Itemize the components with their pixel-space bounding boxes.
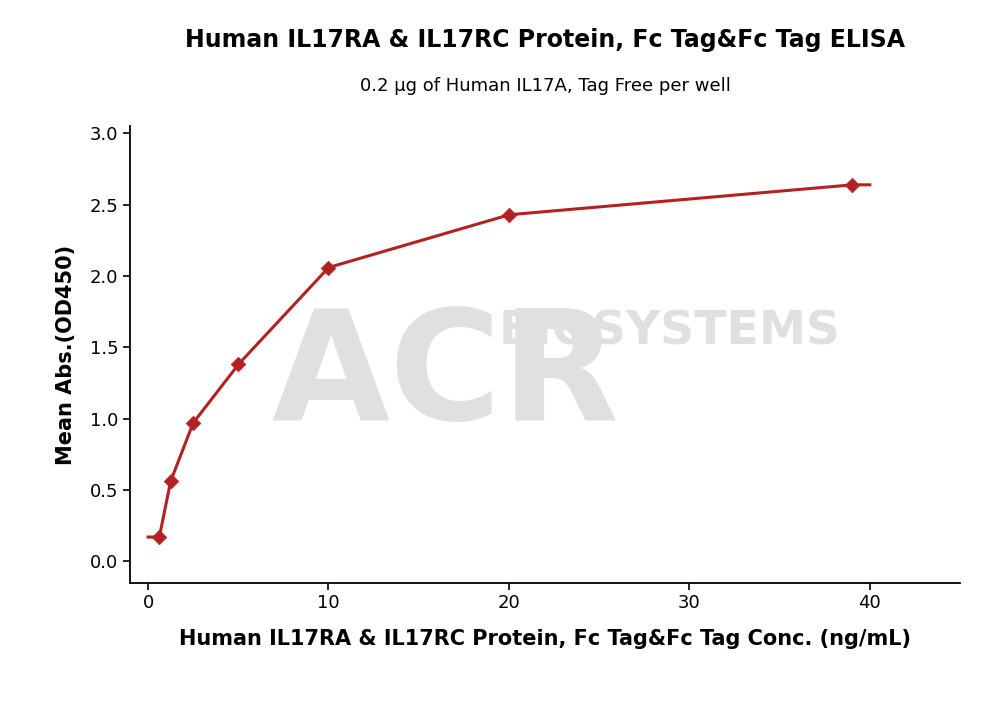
Point [844, 179, 860, 190]
Text: Human IL17RA & IL17RC Protein, Fc Tag&Fc Tag ELISA: Human IL17RA & IL17RC Protein, Fc Tag&Fc… [185, 28, 905, 52]
Point [230, 359, 246, 370]
Point [185, 417, 201, 428]
Point [501, 209, 517, 220]
Point [163, 476, 179, 487]
Text: ACR: ACR [271, 303, 619, 452]
X-axis label: Human IL17RA & IL17RC Protein, Fc Tag&Fc Tag Conc. (ng/mL): Human IL17RA & IL17RC Protein, Fc Tag&Fc… [179, 629, 911, 649]
Y-axis label: Mean Abs.(OD450): Mean Abs.(OD450) [56, 244, 76, 465]
Text: BIOSYSTEMS: BIOSYSTEMS [498, 309, 840, 355]
Text: 0.2 μg of Human IL17A, Tag Free per well: 0.2 μg of Human IL17A, Tag Free per well [360, 77, 730, 95]
Point [151, 531, 167, 543]
Point [320, 262, 336, 273]
